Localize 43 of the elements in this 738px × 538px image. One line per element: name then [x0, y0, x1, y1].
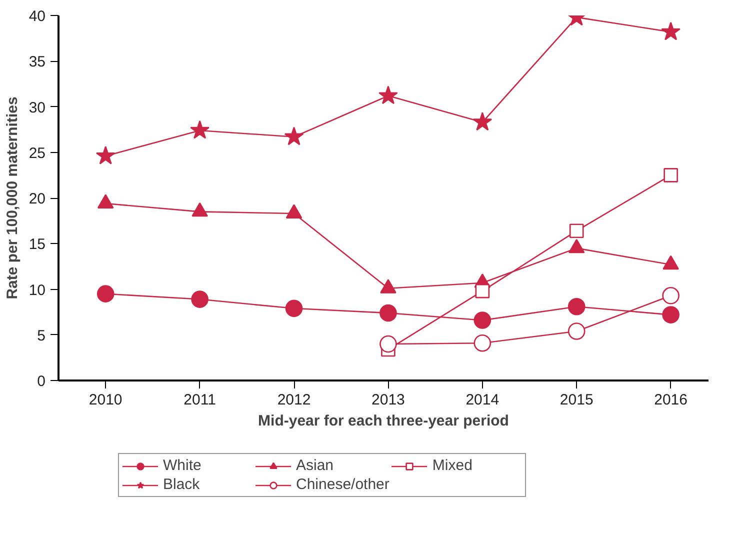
- y-tick-label: 15: [28, 236, 46, 254]
- point: [474, 312, 492, 329]
- point: [661, 22, 681, 40]
- point: [284, 126, 304, 146]
- y-tick-label: 30: [28, 99, 46, 116]
- y-tick-label: 20: [28, 190, 46, 208]
- x-tick-label: 2011: [184, 392, 216, 408]
- x-tick-label: 2013: [372, 392, 405, 408]
- point: [285, 300, 303, 318]
- point: [380, 335, 397, 353]
- point: [190, 120, 210, 139]
- x-tick-label: 2014: [466, 392, 500, 408]
- point: [664, 168, 678, 182]
- x-tick-label: 2012: [277, 392, 311, 408]
- y-tick-label: 35: [28, 54, 46, 71]
- x-tick-label: 2015: [560, 392, 594, 408]
- point: [662, 306, 680, 324]
- y-tick-label: 0: [37, 373, 46, 390]
- point: [474, 334, 492, 352]
- point: [380, 304, 397, 322]
- legend-label: Black: [163, 476, 201, 493]
- point: [96, 146, 116, 164]
- y-tick-label: 40: [28, 8, 46, 25]
- legend-label: Chinese/other: [296, 476, 390, 493]
- y-tick-label: 5: [37, 327, 46, 344]
- point: [662, 287, 680, 304]
- point: [96, 285, 114, 302]
- legend-label: White: [163, 457, 202, 474]
- point: [569, 224, 584, 238]
- point: [378, 86, 398, 104]
- point: [475, 284, 490, 298]
- point: [472, 112, 492, 131]
- y-tick-label: 25: [28, 144, 46, 162]
- legend-label: Mixed: [432, 457, 474, 474]
- y-tick-label: 10: [28, 282, 46, 299]
- legend-label: Asian: [296, 457, 335, 474]
- point: [191, 290, 208, 308]
- x-axis-title: Mid-year for each three-year period: [258, 412, 509, 430]
- x-tick-label: 2010: [88, 392, 122, 408]
- y-axis-title: Rate per 100,000 maternities: [4, 96, 21, 300]
- point: [568, 322, 586, 340]
- point: [568, 298, 586, 316]
- x-tick-label: 2016: [654, 392, 688, 408]
